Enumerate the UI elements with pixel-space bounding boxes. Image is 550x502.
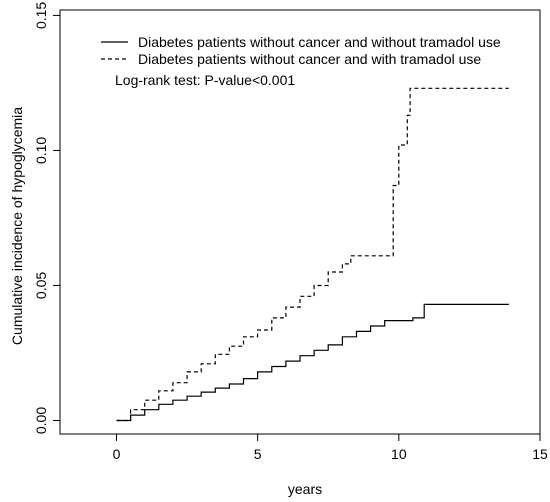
- y-tick-label: 0.05: [33, 272, 49, 299]
- x-tick-label: 10: [391, 446, 407, 462]
- y-tick-label: 0.10: [33, 137, 49, 164]
- x-axis: 0 5 10 15: [113, 433, 548, 462]
- x-axis-label: years: [288, 481, 322, 497]
- y-tick-label: 0.15: [33, 2, 49, 29]
- series-line-tramadol: [116, 87, 509, 422]
- log-rank-annotation: Log-rank test: P-value<0.001: [115, 72, 295, 88]
- legend-label-tramadol: Diabetes patients without cancer and wit…: [138, 51, 481, 67]
- x-tick-label: 0: [113, 446, 121, 462]
- x-tick-label: 5: [254, 446, 262, 462]
- y-tick-label: 0.00: [33, 407, 49, 434]
- legend-label-no-tramadol: Diabetes patients without cancer and wit…: [138, 34, 501, 50]
- y-axis: 0.00 0.05 0.10 0.15: [33, 2, 61, 434]
- series-line-no-tramadol: [116, 303, 509, 422]
- y-axis-label: Cumulative incidence of hypoglycemia: [9, 107, 25, 345]
- legend: Diabetes patients without cancer and wit…: [101, 34, 501, 67]
- x-tick-label: 15: [532, 446, 548, 462]
- series-layer: [116, 87, 509, 422]
